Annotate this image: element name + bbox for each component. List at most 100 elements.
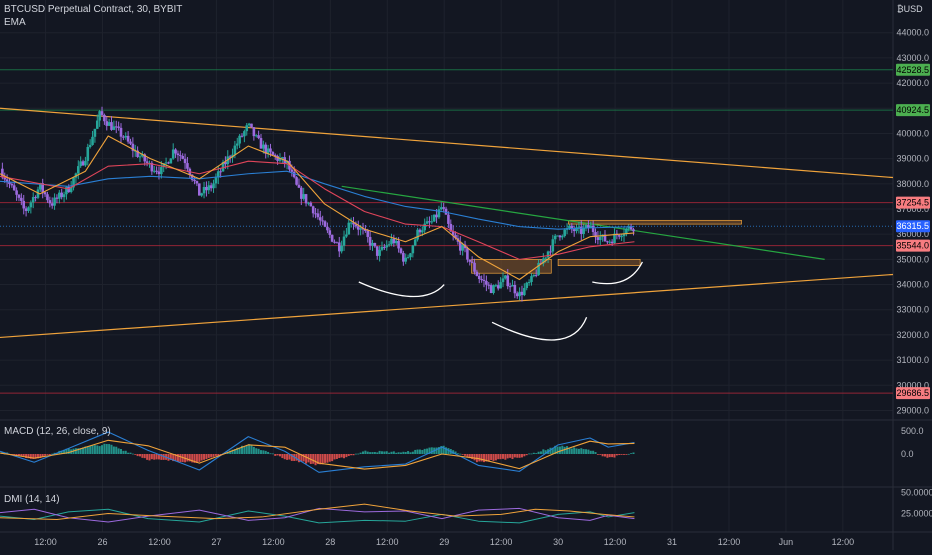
candle-body-209 (496, 285, 500, 289)
candle-body-131 (311, 206, 315, 214)
candle-body-186 (442, 207, 445, 209)
macd-bar-38 (91, 445, 94, 454)
candle-body-109 (259, 138, 263, 149)
macd-bar-215 (511, 454, 514, 460)
candle-body-81 (193, 179, 196, 182)
candle-body-138 (328, 230, 332, 235)
candle-body-184 (437, 209, 441, 218)
candle-body-78 (186, 163, 189, 169)
macd-bar-28 (67, 448, 70, 454)
macd-bar-122 (290, 454, 293, 461)
macd-bar-120 (286, 454, 289, 460)
x-tick-label-5: 28 (325, 537, 335, 547)
candle-body-146 (347, 222, 351, 235)
candle-body-59 (141, 154, 144, 157)
macd-label[interactable]: MACD (12, 26, close, 9) (4, 426, 111, 437)
y-tick-label-10: 39000.0 (896, 154, 929, 164)
candle-body-84 (200, 193, 203, 196)
x-tick-label-13: Jun (779, 537, 794, 547)
candle-body-261 (620, 236, 623, 238)
y-tick-label-3: 32000.0 (896, 330, 929, 340)
candle-body-171 (406, 257, 410, 259)
candle-body-154 (366, 230, 370, 237)
indicator-label[interactable]: EMA (4, 17, 26, 28)
y-tick-label-1: 30000.0 (896, 380, 929, 390)
macd-bar-34 (82, 447, 85, 454)
price-tag-label-4: 35544.0 (896, 241, 929, 251)
candle-body-116 (276, 156, 279, 161)
candle-body-30 (72, 177, 75, 188)
currency-label[interactable]: ₿USD (897, 4, 923, 14)
macd-bar-126 (300, 454, 303, 462)
candle-body-246 (584, 225, 588, 229)
candle-body-16 (39, 183, 42, 190)
candle-body-229 (544, 257, 547, 259)
candle-body-98 (233, 145, 237, 155)
macd-bar-183 (435, 447, 438, 454)
macd-bar-99 (236, 447, 239, 454)
candle-body-219 (520, 291, 524, 296)
symbol-title[interactable]: BTCUSD Perpetual Contract, 30, BYBIT (4, 4, 183, 15)
macd-bar-172 (409, 452, 412, 454)
macd-bar-187 (445, 447, 448, 454)
macd-bar-145 (345, 454, 348, 458)
candles-group (1, 106, 635, 302)
y-tick-label-8: 37000.0 (896, 204, 929, 214)
macd-bar-176 (418, 449, 421, 454)
candle-body-210 (499, 282, 502, 289)
macd-bar-208 (494, 454, 497, 461)
candle-body-108 (257, 135, 260, 139)
candle-body-159 (378, 249, 381, 256)
macd-bar-162 (385, 451, 388, 454)
candle-body-198 (470, 261, 474, 263)
macd-bar-156 (371, 452, 374, 454)
macd-bar-112 (267, 451, 270, 454)
candle-body-240 (570, 225, 574, 230)
macd-bar-119 (283, 454, 286, 460)
price-tag-bg-5 (896, 387, 930, 400)
macd-bar-59 (141, 454, 144, 458)
candle-body-161 (383, 246, 386, 248)
macd-bar-75 (179, 454, 182, 462)
candle-body-66 (157, 171, 161, 175)
macd-bar-9 (22, 454, 25, 456)
y-tick-label-11: 40000.0 (896, 128, 929, 138)
macd-bar-234 (556, 446, 559, 454)
candle-body-50 (119, 127, 123, 137)
candle-body-225 (534, 274, 538, 276)
dmi-tick-label-1: 25.0000 (901, 509, 932, 519)
dmi-label[interactable]: DMI (14, 14) (4, 494, 60, 505)
candle-body-230 (546, 251, 550, 258)
candle-body-46 (110, 122, 113, 130)
candle-body-125 (297, 184, 301, 188)
candle-body-54 (129, 141, 132, 144)
macd-bar-191 (454, 451, 457, 454)
macd-bar-90 (214, 454, 217, 456)
macd-bar-27 (65, 448, 68, 454)
macd-bar-84 (200, 454, 203, 461)
dmi-adx-line (0, 503, 635, 520)
macd-bar-206 (490, 454, 493, 461)
candle-body-128 (304, 194, 308, 204)
candle-body-148 (352, 222, 355, 225)
pattern-arc-1 (491, 317, 588, 341)
macd-bar-133 (316, 454, 319, 465)
macd-bar-253 (601, 454, 604, 457)
macd-bar-89 (212, 454, 215, 457)
macd-bar-106 (252, 446, 255, 454)
macd-bar-251 (596, 454, 599, 455)
candle-body-237 (563, 229, 566, 236)
candle-body-69 (164, 162, 168, 164)
macd-bar-13 (32, 454, 35, 459)
candle-body-178 (423, 223, 426, 231)
candle-body-9 (22, 200, 26, 209)
candle-body-224 (532, 274, 536, 277)
macd-bar-170 (404, 452, 407, 454)
x-tick-label-9: 30 (553, 537, 563, 547)
macd-bar-66 (157, 454, 160, 460)
candle-body-167 (397, 240, 400, 249)
candle-body-199 (473, 262, 476, 272)
candle-body-197 (468, 259, 472, 262)
